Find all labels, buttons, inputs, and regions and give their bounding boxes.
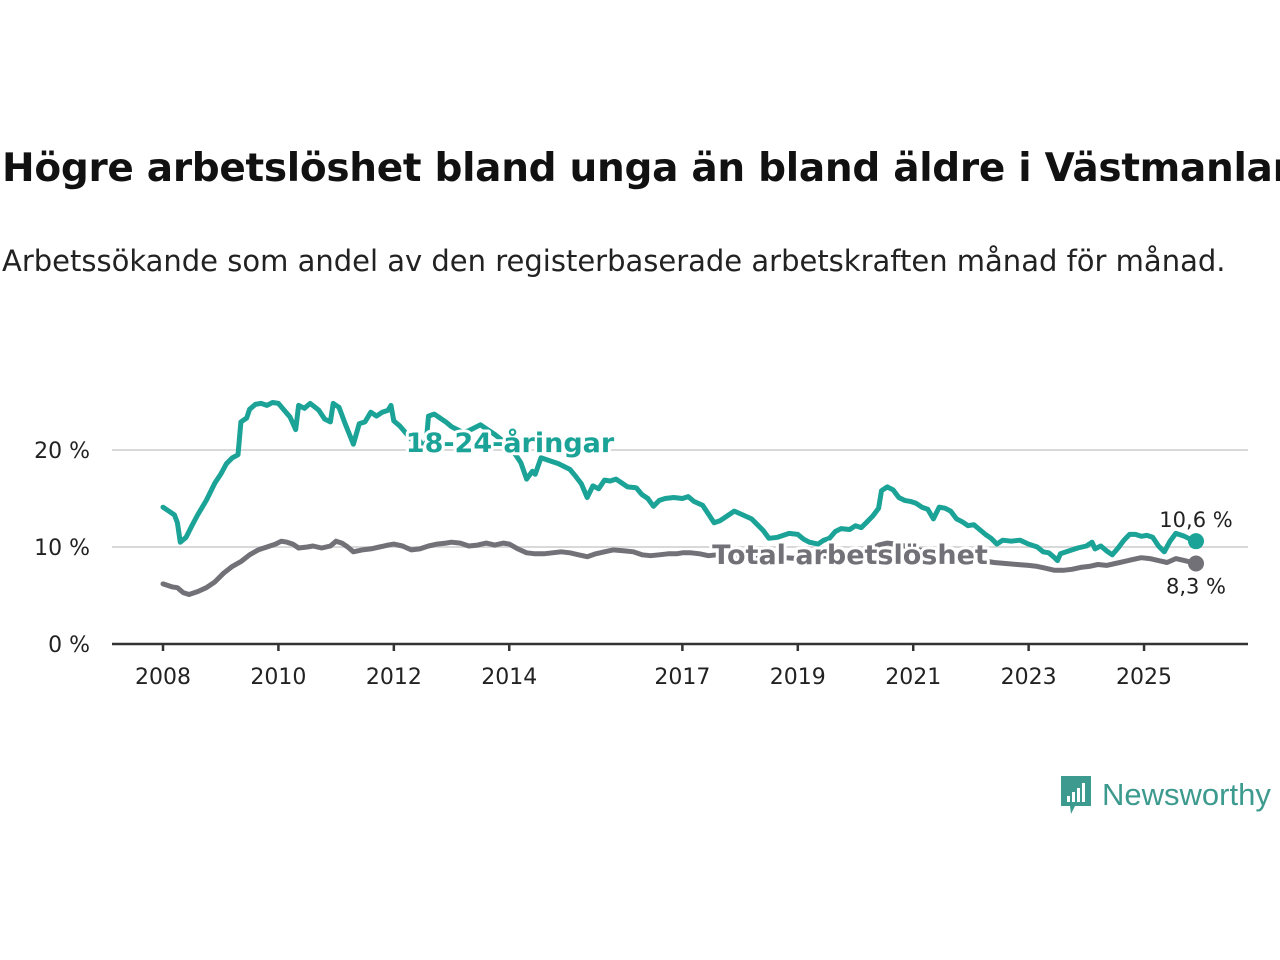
newsworthy-brand-name: Newsworthy — [1102, 777, 1271, 812]
x-axis-ticks: 2008 2010 2012 2014 2017 2019 2021 2023 2025 — [112, 642, 1248, 690]
x-tick-label: 2017 — [654, 665, 710, 690]
series-end-marker-youth — [1188, 533, 1204, 550]
series-label-total: Total arbetslöshet — [712, 540, 988, 571]
newsworthy-logo-icon — [1061, 776, 1091, 814]
chart-subtitle: Arbetssökande som andel av den registerb… — [2, 244, 1226, 278]
x-tick-label: 2019 — [770, 665, 826, 690]
chart-title: Högre arbetslöshet bland unga än bland ä… — [2, 146, 1280, 191]
series-end-marker-total — [1188, 555, 1204, 572]
x-tick-label: 2023 — [1001, 665, 1057, 690]
x-tick-label: 2012 — [366, 665, 422, 690]
x-tick-label: 2008 — [135, 665, 191, 690]
series-line-total — [160, 538, 1199, 597]
x-tick-label: 2025 — [1116, 665, 1172, 690]
series-lines — [160, 400, 1204, 597]
x-tick-label: 2010 — [250, 665, 306, 690]
end-value-label-total: 8,3 % — [1166, 574, 1226, 598]
newsworthy-logo: Newsworthy — [1058, 772, 1271, 818]
y-tick-label: 10 % — [34, 536, 90, 561]
end-value-label-youth: 10,6 % — [1159, 508, 1232, 532]
series-labels: 10,6 % 18-24-åringar 8,3 % Total arbetslösh… — [403, 424, 1235, 601]
x-tick-label: 2014 — [481, 665, 537, 690]
y-axis-ticks: 0 % 10 % 20 % — [34, 439, 90, 658]
y-tick-label: 0 % — [48, 633, 90, 658]
x-tick-label: 2021 — [885, 665, 941, 690]
y-tick-label: 20 % — [34, 439, 90, 464]
series-line-youth — [160, 400, 1199, 564]
series-label-youth: 18-24-åringar — [406, 427, 615, 459]
line-chart: 0 % 10 % 20 % 2008 2010 2012 2014 2017 2019 2021… — [34, 400, 1248, 690]
